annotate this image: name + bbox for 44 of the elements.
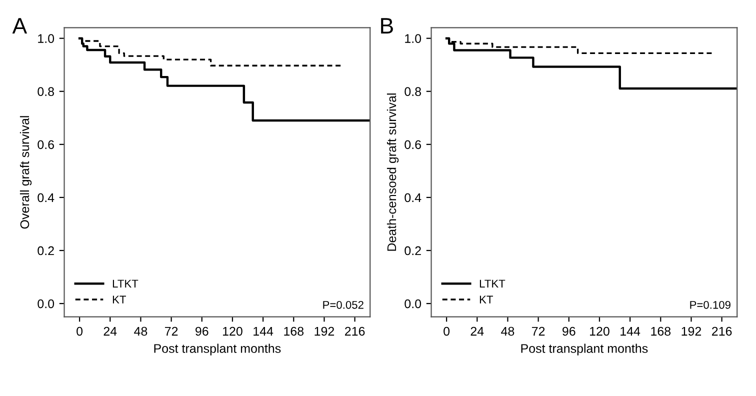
x-tick-label: 144 bbox=[620, 326, 640, 336]
y-tick-label: 0.2 bbox=[404, 246, 421, 256]
x-tick-label: 192 bbox=[682, 326, 702, 336]
y-tick-label: 0.0 bbox=[404, 299, 422, 308]
legend-label: LTKT bbox=[480, 280, 506, 288]
legend-label: LTKT bbox=[112, 280, 138, 288]
y-tick-label: 0.6 bbox=[38, 140, 54, 150]
legend-label: KT bbox=[480, 296, 493, 304]
chart-title: A bbox=[12, 18, 28, 34]
annotation: P=0.109 bbox=[690, 300, 730, 309]
y-tick-label: 0.8 bbox=[404, 87, 421, 96]
legend-label: KT bbox=[112, 296, 126, 304]
x-tick-label: 168 bbox=[284, 326, 304, 336]
x-tick-label: 48 bbox=[134, 326, 148, 336]
x-tick-label: 0 bbox=[444, 326, 450, 336]
x-axis-title: Post transplant months bbox=[521, 344, 648, 356]
x-tick-label: 216 bbox=[712, 326, 732, 336]
x-tick-label: 192 bbox=[314, 326, 334, 336]
x-tick-label: 72 bbox=[532, 326, 545, 336]
y-tick-label: 0.6 bbox=[404, 140, 421, 150]
y-tick-label: 1.0 bbox=[405, 34, 422, 43]
x-tick-label: 120 bbox=[590, 326, 610, 336]
y-tick-label: 0.0 bbox=[38, 299, 54, 308]
y-axis-title: Overall graft survival bbox=[20, 116, 32, 229]
x-tick-label: 24 bbox=[470, 326, 484, 336]
x-tick-label: 216 bbox=[345, 326, 365, 336]
annotation: P=0.052 bbox=[323, 300, 364, 309]
x-tick-label: 24 bbox=[104, 326, 117, 336]
x-tick-label: 48 bbox=[501, 326, 514, 336]
y-tick-label: 0.2 bbox=[38, 246, 54, 256]
x-tick-label: 96 bbox=[196, 326, 208, 336]
y-tick-label: 1.0 bbox=[38, 34, 54, 43]
x-axis-title: Post transplant months bbox=[154, 344, 281, 356]
x-tick-label: 168 bbox=[651, 326, 671, 336]
y-tick-label: 0.8 bbox=[38, 87, 54, 96]
x-tick-label: 72 bbox=[164, 326, 178, 336]
x-tick-label: 144 bbox=[254, 326, 274, 336]
x-tick-label: 96 bbox=[562, 326, 576, 336]
x-tick-label: 120 bbox=[222, 326, 242, 336]
y-axis-title: Death-censoed graft survival bbox=[386, 94, 399, 251]
chart-title: B bbox=[381, 18, 393, 34]
y-tick-label: 0.4 bbox=[38, 193, 54, 202]
y-tick-label: 0.4 bbox=[404, 193, 422, 202]
x-tick-label: 0 bbox=[76, 326, 83, 336]
